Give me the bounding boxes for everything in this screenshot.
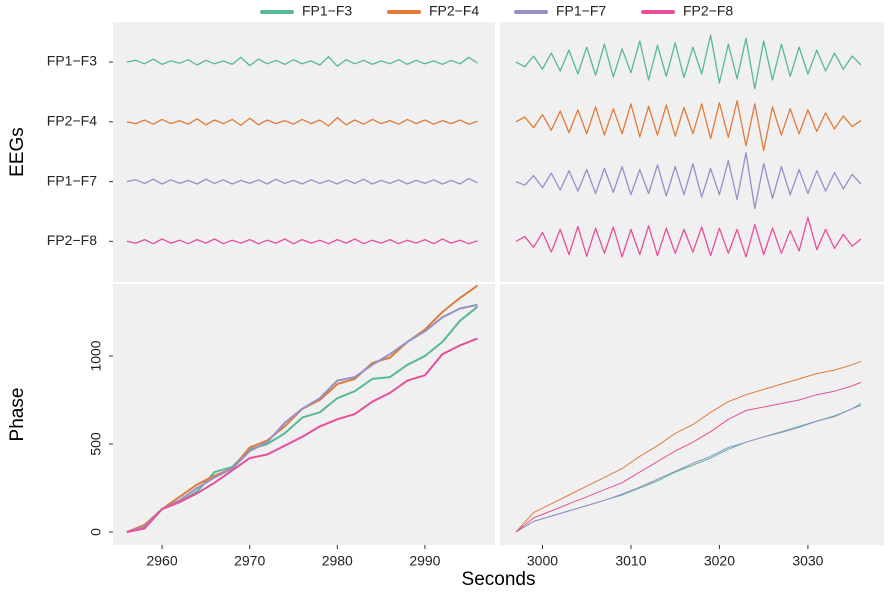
legend-label: FP2−F4 xyxy=(429,3,479,19)
x-tick-label: 2980 xyxy=(322,553,353,569)
series-line xyxy=(515,360,862,533)
y-axis-title: Phase xyxy=(7,388,28,442)
series-line xyxy=(126,303,478,533)
x-tick-label: 2990 xyxy=(409,553,440,569)
y-tick-label: FP2−F4 xyxy=(47,113,97,129)
series-line xyxy=(126,337,478,533)
y-tick-label: FP2−F8 xyxy=(47,232,97,248)
x-tick-label: 2970 xyxy=(234,553,265,569)
series-line xyxy=(126,177,478,185)
legend-label: FP1−F3 xyxy=(302,3,352,19)
x-axis-title: Seconds xyxy=(462,569,536,590)
legend-label: FP2−F8 xyxy=(683,3,733,19)
legend-label: FP1−F7 xyxy=(556,3,606,19)
panel-background xyxy=(500,284,884,545)
x-tick-label: 3010 xyxy=(615,553,646,569)
y-tick-label: 500 xyxy=(88,432,104,456)
x-tick-label: 3030 xyxy=(792,553,823,569)
series-line xyxy=(126,116,478,127)
series-line xyxy=(515,381,862,533)
x-tick-label: 3000 xyxy=(527,553,558,569)
y-tick-label: 0 xyxy=(88,528,104,536)
x-tick-label: 2960 xyxy=(146,553,177,569)
y-tick-label: 1000 xyxy=(88,340,104,371)
y-tick-label: FP1−F3 xyxy=(47,53,97,69)
panel-background xyxy=(500,22,884,282)
panel-background xyxy=(113,22,495,282)
series-line xyxy=(515,152,862,210)
y-tick-label: FP1−F7 xyxy=(47,172,97,188)
series-line xyxy=(126,56,478,67)
series-line xyxy=(515,216,862,258)
series-line xyxy=(515,34,862,90)
series-line xyxy=(515,403,862,533)
x-tick-label: 3020 xyxy=(704,553,735,569)
series-line xyxy=(515,100,862,152)
y-axis-title: EEGs xyxy=(7,127,28,177)
series-line xyxy=(126,238,478,245)
